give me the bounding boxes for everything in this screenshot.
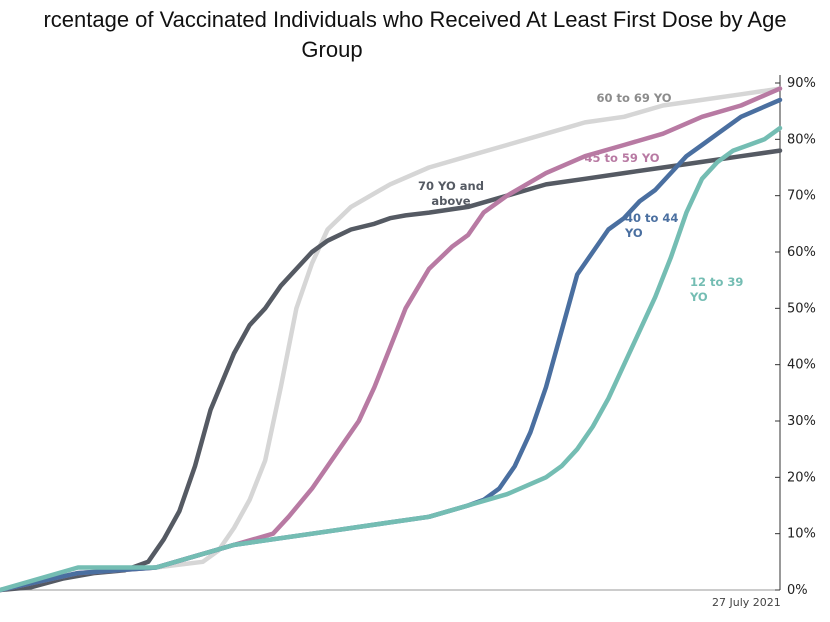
y-tick-label: 0% bbox=[787, 583, 808, 598]
series-label-3: 40 to 44 bbox=[625, 211, 678, 225]
series-line-1 bbox=[0, 148, 783, 593]
chart-title-line-1: rcentage of Vaccinated Individuals who R… bbox=[43, 7, 786, 32]
series-label-3: YO bbox=[624, 226, 643, 240]
series-label-4: YO bbox=[689, 290, 708, 304]
plot-area: 0% 10% 20% 30% 40% 50% 60% 70% 80% 90% 60 to 69 YO… bbox=[0, 75, 816, 598]
series-label-1: above bbox=[431, 194, 470, 208]
series-label-2: 45 to 59 YO bbox=[584, 151, 659, 165]
y-tick-label: 10% bbox=[787, 527, 816, 542]
series-label-4: 12 to 39 bbox=[690, 275, 743, 289]
y-tick-label: 40% bbox=[787, 358, 816, 373]
y-tick-label: 20% bbox=[787, 470, 816, 485]
series-line-4 bbox=[0, 125, 783, 593]
series-line-2 bbox=[0, 86, 783, 593]
y-tick-label: 80% bbox=[787, 132, 816, 147]
y-tick-label: 30% bbox=[787, 414, 816, 429]
date-footnote: 27 July 2021 bbox=[712, 596, 781, 609]
series-line-0 bbox=[0, 86, 783, 593]
y-tick-label: 70% bbox=[787, 189, 816, 204]
y-tick-label: 90% bbox=[787, 76, 816, 91]
chart-title-line-2: Group bbox=[301, 37, 362, 62]
y-tick-label: 50% bbox=[787, 301, 816, 316]
y-tick-label: 60% bbox=[787, 245, 816, 260]
series-label-0: 60 to 69 YO bbox=[596, 91, 671, 105]
series-label-1: 70 YO and bbox=[418, 179, 484, 193]
